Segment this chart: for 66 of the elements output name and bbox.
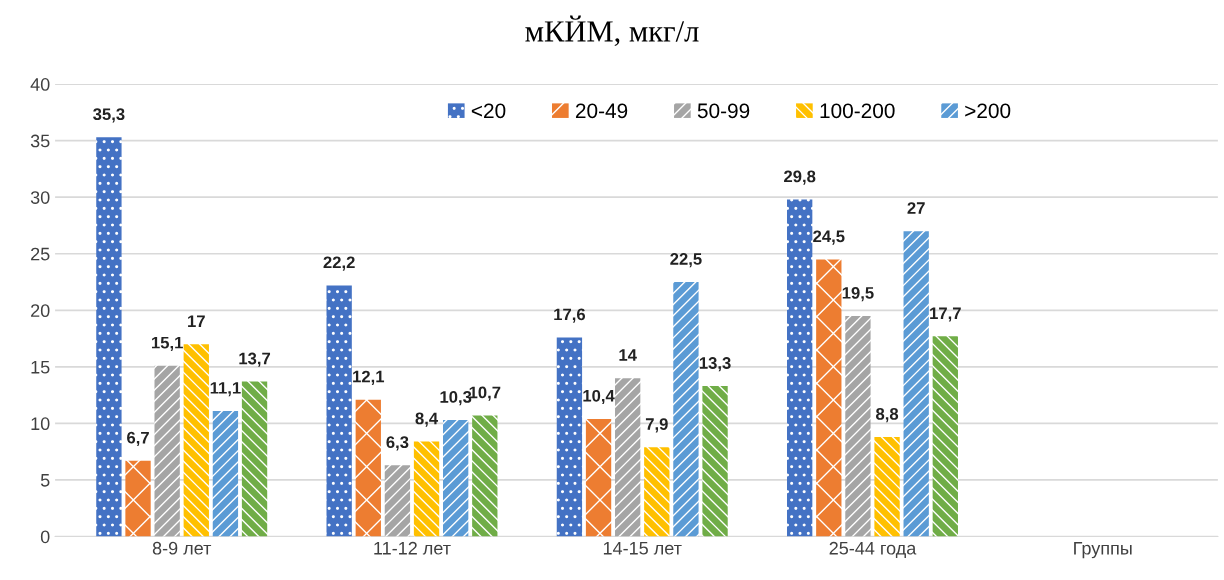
bar [932, 336, 958, 537]
data-label: 7,9 [645, 418, 668, 433]
data-label: 13,7 [239, 352, 271, 367]
x-tick-label: 11-12 лет [374, 541, 451, 555]
data-label: 35,3 [93, 108, 125, 123]
data-label: 14 [619, 349, 637, 361]
data-label: 24,5 [813, 230, 845, 245]
bar [787, 199, 813, 537]
bar [816, 259, 842, 537]
data-label: 8,8 [876, 407, 899, 423]
bar [556, 337, 583, 537]
bar [384, 465, 411, 537]
bar [644, 447, 670, 537]
data-label: 8,4 [415, 412, 439, 427]
legend-label: 20-49 [575, 103, 628, 119]
data-label: 6,3 [386, 436, 409, 451]
y-tick-label: 5 [40, 474, 50, 487]
x-tick-label: Группы [1074, 542, 1132, 559]
bar [472, 415, 498, 537]
data-label: 10,4 [583, 389, 615, 405]
bar [96, 137, 122, 537]
data-label: 12,1 [353, 370, 385, 385]
bar [845, 315, 871, 537]
data-label: 11,1 [210, 382, 241, 397]
data-label: 29,8 [784, 170, 816, 185]
x-tick-label: 14-15 лет [603, 542, 682, 555]
data-label: 6,7 [127, 431, 149, 446]
y-tick-label: 25 [31, 247, 50, 261]
x-tick-label: 25-44 года [829, 541, 917, 559]
y-tick-label: 30 [30, 191, 50, 204]
bar [443, 420, 469, 537]
bar [874, 436, 900, 537]
bar [212, 410, 239, 537]
data-label: 22,2 [323, 256, 355, 271]
y-tick-label: 15 [31, 360, 50, 374]
data-label: 17,7 [930, 307, 961, 322]
data-label: 13,3 [699, 357, 731, 372]
y-tick-label: 10 [31, 417, 50, 431]
bar [241, 381, 268, 537]
data-label: 17,6 [554, 308, 586, 323]
bar [673, 282, 699, 537]
bar [903, 231, 929, 537]
bar [702, 386, 728, 537]
data-label: 27 [907, 202, 925, 214]
data-label: 17 [188, 315, 205, 327]
y-tick-label: 0 [40, 530, 50, 544]
legend-label: >200 [965, 103, 1011, 119]
bar [125, 460, 151, 537]
bar [154, 365, 180, 537]
data-label: 22,5 [670, 253, 702, 268]
y-tick-label: 20 [31, 304, 50, 318]
legend-label: 100-200 [820, 103, 895, 119]
x-tick-label: 8-9 лет [152, 541, 212, 555]
data-label: 19,5 [842, 286, 874, 302]
bar [326, 285, 352, 537]
bar [585, 418, 612, 537]
y-tick-label: 40 [30, 78, 50, 91]
bar [355, 399, 381, 537]
chart-title: мКЙМ, мкг/л [525, 15, 699, 47]
data-label: 15,1 [151, 336, 183, 351]
bar [615, 378, 641, 537]
bar [413, 441, 440, 537]
legend-label: 50-99 [697, 103, 750, 119]
legend-label: <20 [471, 103, 506, 119]
y-tick-label: 35 [30, 134, 50, 148]
bar [183, 344, 209, 537]
